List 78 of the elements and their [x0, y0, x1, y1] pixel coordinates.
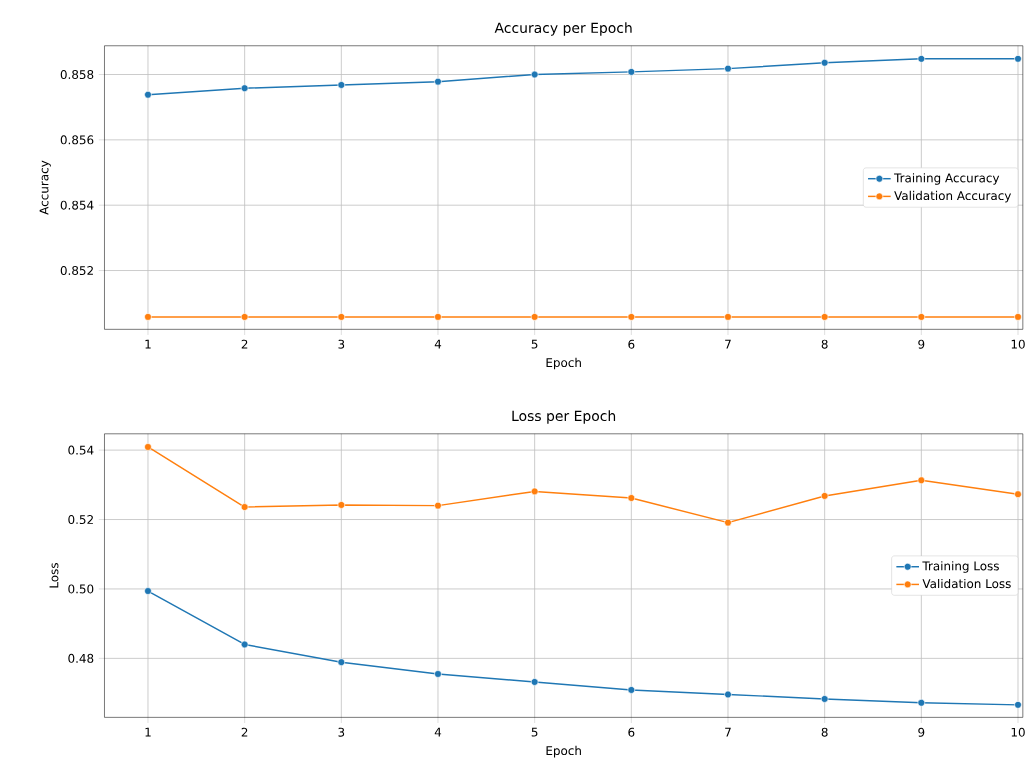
x-tick-label: 7 — [725, 339, 731, 349]
point — [724, 313, 732, 321]
point — [1014, 55, 1022, 63]
x-tick-label: 2 — [241, 727, 248, 737]
x-tick-label: 2 — [241, 339, 248, 349]
y-tick-label: 0.52 — [68, 514, 93, 525]
point — [1014, 313, 1022, 321]
point — [240, 313, 249, 321]
point — [144, 443, 152, 451]
point — [530, 678, 539, 686]
legend-label: Training Loss — [922, 561, 999, 573]
x-tick-label: 7 — [725, 727, 731, 737]
x-tick-label: 4 — [434, 339, 442, 349]
point — [434, 77, 442, 86]
chart-title: Loss per Epoch — [512, 410, 616, 424]
point — [917, 476, 926, 485]
point — [627, 494, 636, 502]
x-tick-label: 9 — [918, 727, 925, 737]
x-tick-label: 9 — [918, 339, 925, 349]
point — [820, 313, 829, 321]
point — [1014, 490, 1022, 498]
point — [337, 658, 346, 666]
point — [434, 670, 442, 678]
x-tick-label: 1 — [145, 339, 151, 349]
y-tick-label: 0.54 — [68, 445, 94, 455]
point — [530, 313, 539, 321]
y-tick-label: 0.856 — [60, 135, 94, 145]
point — [144, 313, 152, 321]
point — [434, 313, 442, 321]
x-tick-label: 3 — [338, 339, 345, 349]
point — [627, 313, 636, 321]
y-tick-label: 0.50 — [68, 584, 94, 594]
point — [144, 587, 152, 595]
y-axis-title: Loss — [49, 563, 59, 588]
y-axis-title: Accuracy — [39, 160, 51, 215]
point — [530, 487, 539, 496]
x-tick-label: 8 — [821, 339, 828, 349]
point — [627, 686, 636, 694]
legend-label: Validation Accuracy — [894, 190, 1012, 203]
point — [820, 695, 829, 703]
point — [917, 313, 926, 321]
x-tick-label: 6 — [628, 727, 635, 737]
point — [917, 55, 926, 63]
point — [917, 698, 926, 707]
point — [337, 501, 346, 509]
x-tick-label: 6 — [628, 339, 635, 349]
point — [1014, 701, 1022, 709]
y-tick-label: 0.48 — [68, 653, 94, 663]
x-axis-title: Epoch — [546, 357, 581, 370]
y-tick-label: 0.858 — [60, 69, 94, 79]
point — [724, 518, 732, 527]
x-tick-label: 10 — [1011, 727, 1025, 737]
legend-label: Validation Loss — [922, 578, 1011, 589]
x-axis-title: Epoch — [546, 745, 581, 758]
point — [337, 81, 346, 89]
x-tick-label: 4 — [434, 727, 442, 737]
y-tick-label: 0.854 — [60, 200, 94, 210]
x-tick-label: 5 — [531, 339, 538, 349]
point — [240, 503, 249, 511]
point — [240, 84, 249, 92]
x-tick-label: 3 — [338, 727, 345, 737]
point — [144, 90, 152, 99]
point — [240, 640, 249, 649]
point — [434, 501, 442, 510]
point — [820, 492, 829, 500]
legend-label: Training Accuracy — [894, 173, 1000, 185]
point — [530, 70, 539, 79]
point — [724, 690, 732, 699]
point — [337, 313, 346, 321]
chart-title: Accuracy per Epoch — [494, 22, 632, 36]
x-tick-label: 5 — [531, 727, 538, 737]
x-tick-label: 10 — [1011, 339, 1025, 349]
point — [820, 58, 829, 67]
point — [627, 68, 636, 76]
x-tick-label: 1 — [145, 727, 151, 737]
point — [724, 64, 732, 73]
x-tick-label: 8 — [821, 727, 828, 737]
y-tick-label: 0.852 — [60, 265, 93, 276]
